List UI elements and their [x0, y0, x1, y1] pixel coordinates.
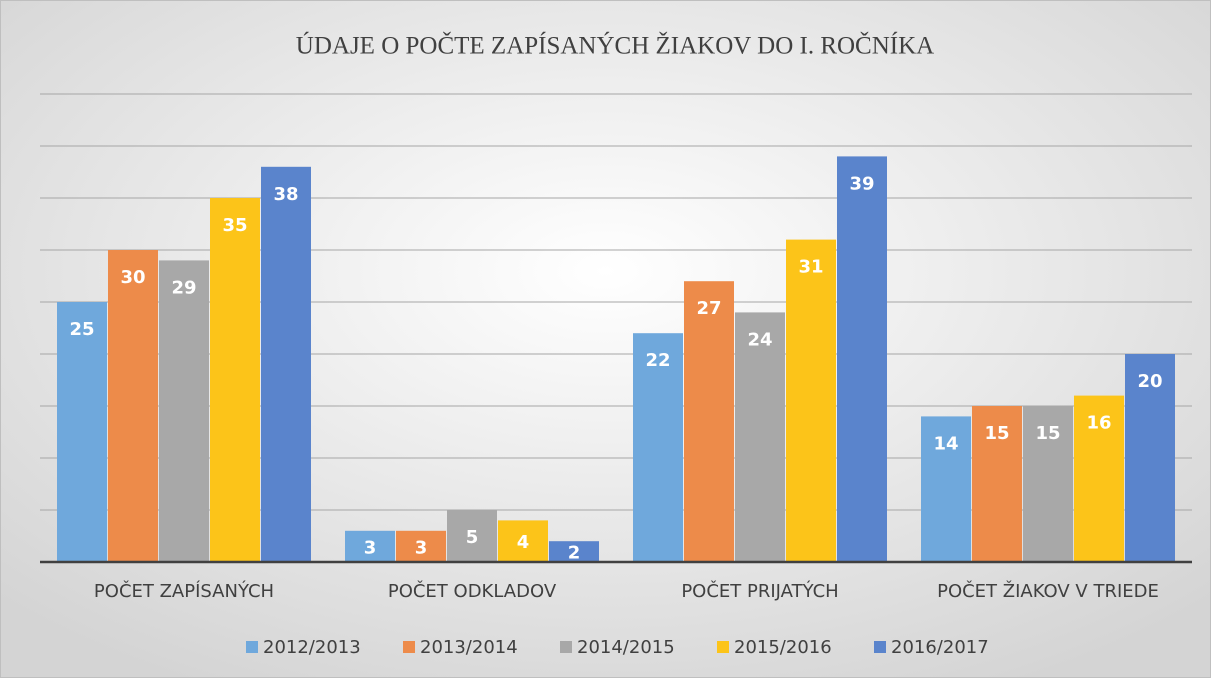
legend-swatch [874, 641, 886, 653]
data-label: 15 [984, 423, 1009, 444]
data-label: 39 [849, 173, 874, 194]
data-label: 16 [1086, 413, 1111, 434]
bar [1074, 395, 1124, 562]
data-label: 5 [466, 527, 479, 548]
bar [837, 156, 887, 562]
legend-swatch [560, 641, 572, 653]
x-tick-label: POČET PRIJATÝCH [681, 580, 838, 602]
legend-swatch [246, 641, 258, 653]
bar [549, 541, 599, 562]
bar [633, 333, 683, 562]
bar [396, 530, 446, 562]
data-label: 27 [696, 298, 721, 319]
bar [972, 406, 1022, 562]
data-label: 2 [568, 543, 581, 564]
data-label: 29 [171, 277, 196, 298]
chart-title: ÚDAJE O POČTE ZAPÍSANÝCH ŽIAKOV DO I. RO… [296, 32, 934, 60]
bar [210, 198, 260, 562]
x-tick-label: POČET ODKLADOV [388, 580, 557, 602]
data-label: 38 [273, 184, 298, 205]
data-label: 4 [517, 532, 530, 553]
bar [786, 239, 836, 562]
legend-label: 2014/2015 [577, 637, 675, 658]
legend-label: 2013/2014 [420, 637, 518, 658]
bar [921, 416, 971, 562]
data-label: 25 [69, 319, 94, 340]
data-label: 20 [1137, 371, 1162, 392]
bar [735, 312, 785, 562]
bar [684, 281, 734, 562]
bar [498, 520, 548, 562]
x-tick-label: POČET ZAPÍSANÝCH [94, 580, 274, 602]
data-label: 30 [120, 267, 145, 288]
data-label: 14 [933, 433, 958, 454]
data-label: 3 [415, 537, 428, 558]
data-label: 31 [798, 257, 823, 278]
bar [345, 530, 395, 562]
data-label: 35 [222, 215, 247, 236]
bar [261, 166, 311, 563]
legend-label: 2015/2016 [734, 637, 832, 658]
bar [447, 510, 497, 562]
bar [1023, 406, 1073, 562]
data-label: 3 [364, 537, 377, 558]
legend-label: 2016/2017 [891, 637, 989, 658]
legend-label: 2012/2013 [263, 637, 361, 658]
legend-swatch [403, 641, 415, 653]
x-tick-label: POČET ŽIAKOV V TRIEDE [937, 580, 1159, 602]
bar [159, 260, 209, 562]
bar [108, 250, 158, 562]
data-label: 22 [645, 350, 670, 371]
bar [57, 302, 107, 562]
legend-swatch [717, 641, 729, 653]
data-label: 24 [747, 329, 772, 350]
data-label: 15 [1035, 423, 1060, 444]
bar [1125, 354, 1175, 562]
